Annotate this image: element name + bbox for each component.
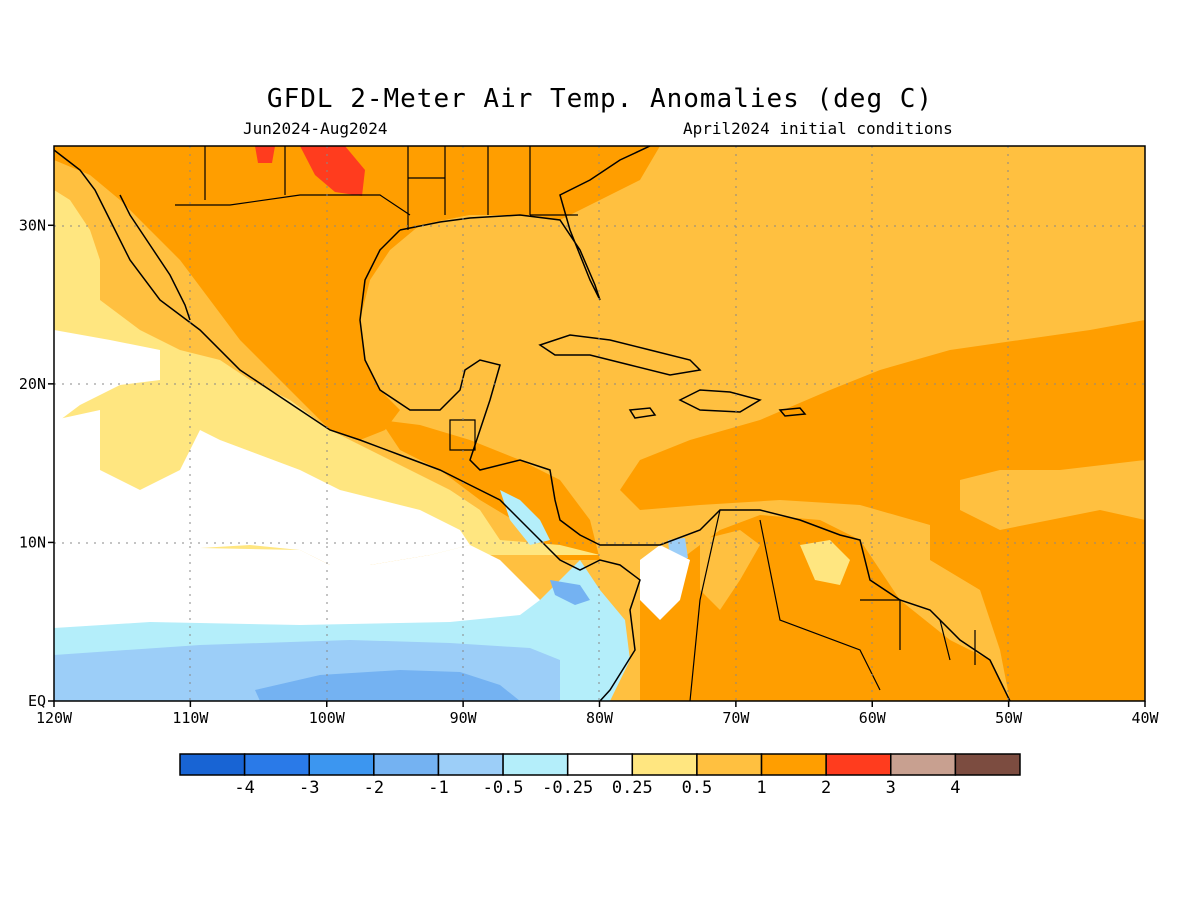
field-orange-north [54,146,660,440]
state-border-7 [408,177,578,216]
colorbar-swatch [243,753,310,776]
longitude-axis: 120W 110W 100W 90W 80W 70W 60W 50W 40W [36,701,1160,727]
lon-tick-label: 90W [450,709,478,727]
cuba-outline [538,334,702,376]
colorbar-label: -0.5 [483,778,524,798]
colorbar-swatch [566,753,634,776]
florida-coastline [399,146,651,301]
colorbar-label: -4 [234,778,254,798]
field-white-panama [640,545,690,620]
lon-tick-label: 70W [722,709,750,727]
colorbar-label: 1 [756,778,766,798]
colorbar-swatch [760,753,827,776]
colorbar-swatch [631,753,698,776]
season-label: Jun2024-Aug2024 [243,119,388,138]
field-orange-central-america [380,420,600,560]
field-red-spot-1 [255,146,275,163]
lon-tick-label: 60W [859,709,887,727]
colorbar-swatch [437,753,504,776]
field-light-cyan-coast [500,490,550,545]
coastlines [54,146,1011,701]
colorbar-swatch [373,753,440,776]
guianas-borders [860,599,976,665]
lon-tick-label: 100W [309,709,346,727]
lat-tick-label: 10N [19,533,46,551]
pacific-coastline [54,149,641,701]
latitude-axis: EQ 10N 20N 30N [19,216,54,710]
lon-tick-label: 80W [586,709,614,727]
colorbar: -4 -3 -2 -1 -0.5 -0.25 0.25 0.5 1 2 3 4 [179,753,1021,798]
colorbar-label: 0.5 [682,778,713,798]
jamaica-outline [628,407,657,419]
belize-guatemala-border [449,419,476,451]
field-light-orange-andes [700,530,760,610]
hispaniola-outline [678,389,762,413]
colorbar-swatch [502,753,569,776]
lat-tick-label: 20N [19,375,46,393]
colorbar-swatch [308,753,375,776]
colorbar-label: 2 [821,778,831,798]
colorbar-swatch [179,753,246,776]
venezuela-brazil-border [759,519,881,691]
colorbar-swatch [696,753,763,776]
colorbar-label: -1 [428,778,448,798]
field-white-south [54,545,560,628]
field-white-north [54,330,160,420]
lat-tick-label: EQ [28,692,46,710]
field-mid-blue [255,670,520,701]
field-mid-blue-coast [550,580,590,605]
colorbar-swatch [890,753,957,776]
field-orange-atlantic [620,320,1145,701]
lon-tick-label: 40W [1131,709,1159,727]
colorbar-swatch [954,753,1021,776]
anomaly-field [54,146,1145,701]
lon-tick-label: 110W [172,709,209,727]
field-light-orange-gulf [400,215,600,320]
colorbar-label: 4 [950,778,960,798]
gulf-caribbean-coastline [359,229,1011,701]
colorbar-label: -2 [364,778,384,798]
baja-coastline [119,194,191,321]
colorbar-label: 0.25 [612,778,653,798]
lat-tick-label: 30N [19,216,46,234]
map-title: GFDL 2-Meter Air Temp. Anomalies (deg C) [266,84,934,114]
colorbar-label: -3 [299,778,319,798]
colorbar-label: 3 [886,778,896,798]
field-yellow-venezuela [800,540,850,585]
colorbar-swatch [825,753,892,776]
initial-conditions-label: April2024 initial conditions [683,119,953,138]
lon-tick-label: 120W [36,709,73,727]
colorbar-label: -0.25 [542,778,593,798]
us-mexico-border [175,194,411,216]
colombia-venezuela-border [689,509,721,701]
puerto-rico-outline [778,407,807,417]
field-red-spot-2 [300,146,365,196]
lon-tick-label: 50W [995,709,1023,727]
borders [175,146,976,701]
field-white-mid [54,410,470,565]
grid-lines [54,146,1145,701]
